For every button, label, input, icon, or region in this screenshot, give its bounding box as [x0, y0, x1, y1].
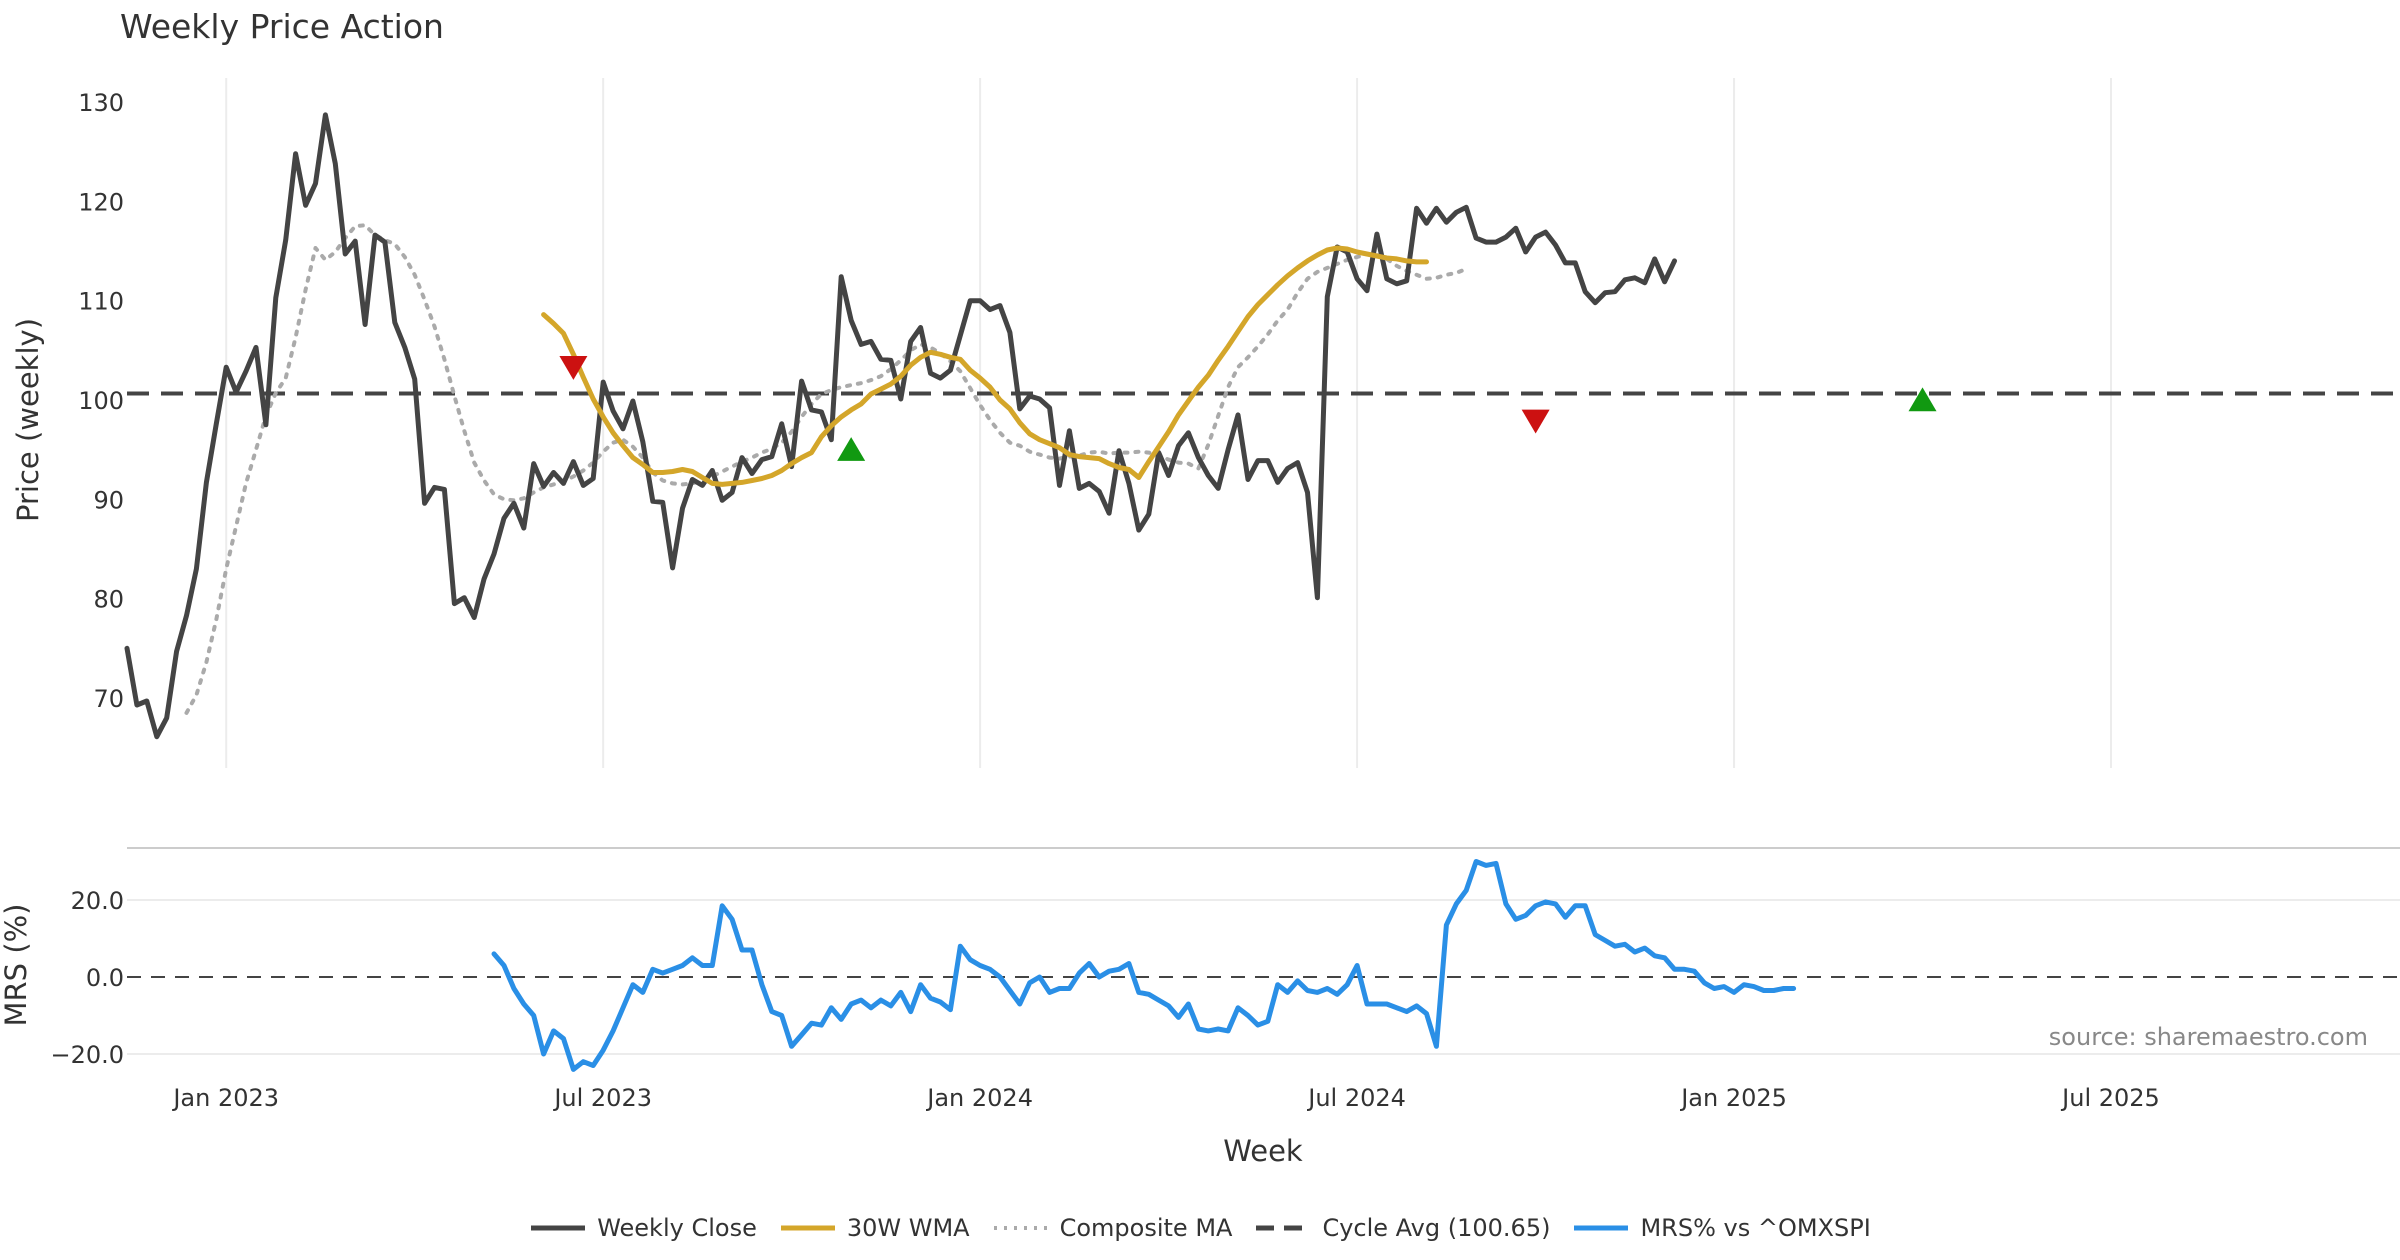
legend-item: Weekly Close [529, 1214, 757, 1242]
x-tick-label: Jan 2025 [1679, 1084, 1787, 1112]
mrs-y-tick-label: 0.0 [86, 964, 124, 992]
legend-swatch [780, 1225, 835, 1231]
legend-item: 30W WMA [779, 1214, 970, 1242]
sell-signal-marker [1521, 409, 1550, 434]
price-y-axis-label: Price (weekly) [11, 318, 45, 522]
legend-label: Cycle Avg (100.65) [1322, 1214, 1551, 1242]
price-y-tick-label: 70 [93, 685, 124, 713]
x-tick-label: Jul 2023 [552, 1084, 652, 1112]
mrs-y-tick-label: 20.0 [71, 887, 124, 915]
grid-layer [127, 78, 2400, 1055]
x-tick-label: Jul 2025 [2060, 1084, 2160, 1112]
legend-item: MRS% vs ^OMXSPI [1572, 1214, 1871, 1242]
price-y-tick-label: 100 [78, 387, 124, 415]
sell-signal-marker [559, 356, 588, 380]
legend-swatch [531, 1225, 586, 1231]
legend-label: Composite MA [1059, 1214, 1233, 1242]
price-y-tick-label: 130 [78, 89, 124, 117]
legend-label: Weekly Close [597, 1214, 757, 1242]
price-y-tick-label: 120 [78, 188, 124, 216]
source-note: source: sharemaestro.com [2049, 1023, 2368, 1051]
legend: Weekly Close 30W WMA Composite MA Cycle Avg… [0, 1208, 2400, 1248]
x-tick-label: Jan 2023 [171, 1084, 279, 1112]
buy-signal-marker [1908, 387, 1937, 412]
legend-swatch [993, 1226, 1048, 1230]
price-y-tick-label: 90 [93, 486, 124, 514]
price-y-tick-label: 80 [93, 586, 124, 614]
weekly-close-line [124, 112, 1677, 740]
legend-label: MRS% vs ^OMXSPI [1640, 1214, 1871, 1242]
x-tick-label: Jul 2024 [1306, 1084, 1406, 1112]
price-y-tick-label: 110 [78, 288, 124, 316]
legend-swatch [1574, 1225, 1629, 1231]
mrs-y-tick-label: −20.0 [50, 1041, 124, 1069]
x-tick-label: Jan 2024 [925, 1084, 1033, 1112]
legend-label: 30W WMA [846, 1214, 970, 1242]
mrs-y-axis-label: MRS (%) [0, 904, 33, 1027]
composite-ma-line [184, 223, 1469, 715]
x-axis-label: Week [1223, 1134, 1303, 1168]
chart-title: Weekly Price Action [120, 7, 444, 46]
legend-swatch [1256, 1225, 1311, 1231]
mrs-line [491, 859, 1797, 1072]
mark-layer: Jan 2023 Jul 2023 Jan 2024 Jul 2024 Jan 2025… [50, 89, 2400, 1112]
legend-item: Cycle Avg (100.65) [1254, 1214, 1550, 1242]
legend-item: Composite MA [992, 1214, 1233, 1242]
30w-wma-line [541, 245, 1429, 487]
buy-signal-marker [837, 437, 866, 461]
